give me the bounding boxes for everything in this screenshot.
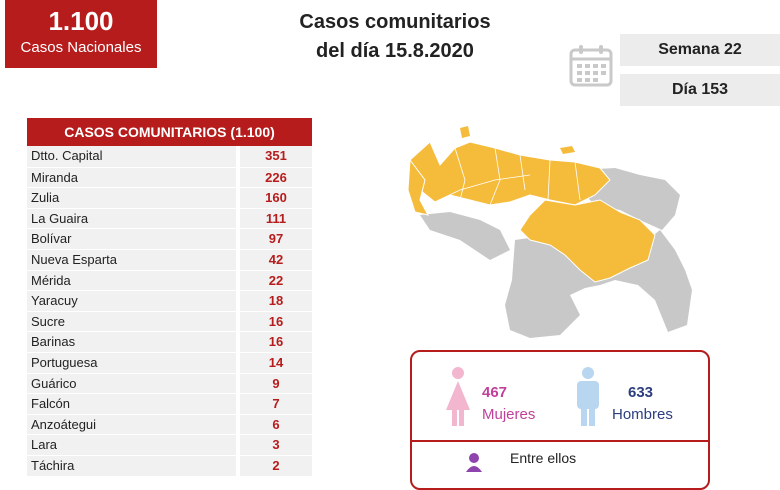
title-line1: Casos comunitarios — [299, 11, 491, 33]
state-value: 7 — [240, 393, 312, 414]
state-value: 97 — [240, 228, 312, 249]
venezuela-map — [407, 126, 692, 338]
table-row: Táchira 2 — [27, 454, 312, 476]
map-region-apex — [460, 126, 470, 138]
state-value: 16 — [240, 331, 312, 352]
state-name: Zulia — [27, 187, 236, 208]
state-value: 16 — [240, 310, 312, 332]
state-value: 42 — [240, 248, 312, 270]
table-row: Anzoátegui 6 — [27, 413, 312, 435]
national-cases-badge: 1.100 Casos Nacionales — [5, 0, 157, 68]
table-row: Bolívar 97 — [27, 228, 312, 249]
state-value: 226 — [240, 166, 312, 188]
state-name: Dtto. Capital — [27, 146, 236, 167]
cases-table: CASOS COMUNITARIOS (1.100) Dtto. Capital… — [27, 118, 312, 476]
day-pill: Día 153 — [620, 74, 780, 106]
cases-table-header: CASOS COMUNITARIOS (1.100) — [27, 118, 312, 146]
state-name: Yaracuy — [27, 290, 236, 311]
table-row: Nueva Esparta 42 — [27, 248, 312, 270]
state-value: 14 — [240, 351, 312, 373]
state-value: 3 — [240, 434, 312, 455]
state-name: La Guaira — [27, 207, 236, 229]
table-row: Portuguesa 14 — [27, 351, 312, 373]
state-value: 6 — [240, 413, 312, 435]
state-name: Portuguesa — [27, 351, 236, 373]
state-value: 2 — [240, 454, 312, 476]
map-region-zulia — [407, 158, 429, 216]
map-region-bolivar — [519, 199, 656, 283]
table-row: Guárico 9 — [27, 372, 312, 394]
state-value: 22 — [240, 269, 312, 291]
map-region-island — [560, 146, 575, 154]
state-name: Miranda — [27, 166, 236, 188]
entre-ellos-label: Entre ellos — [510, 450, 577, 466]
state-name: Táchira — [27, 454, 236, 476]
women-label: Mujeres — [482, 406, 536, 423]
state-value: 111 — [240, 207, 312, 229]
calendar-icon — [569, 45, 613, 87]
page-title: Casos comunitarios del día 15.8.2020 — [255, 8, 535, 66]
table-row: Dtto. Capital 351 — [27, 146, 312, 167]
national-cases-count: 1.100 — [48, 6, 114, 36]
national-cases-label: Casos Nacionales — [20, 39, 142, 56]
state-name: Sucre — [27, 310, 236, 332]
state-name: Bolívar — [27, 228, 236, 249]
state-value: 18 — [240, 290, 312, 311]
table-row: Miranda 226 — [27, 166, 312, 188]
title-line2: del día 15.8.2020 — [316, 40, 474, 62]
state-value: 351 — [240, 146, 312, 167]
women-count: 467 — [482, 384, 508, 401]
gender-divider — [412, 440, 708, 442]
map-region-west — [420, 212, 510, 260]
table-row: Barinas 16 — [27, 331, 312, 352]
map-region-north — [409, 141, 611, 206]
person-icon — [466, 453, 482, 472]
state-name: Guárico — [27, 372, 236, 394]
men-count: 633 — [628, 384, 654, 401]
state-name: Falcón — [27, 393, 236, 414]
gender-panel: 467 Mujeres 633 Hombres Entre ellos — [410, 350, 710, 490]
table-row: Sucre 16 — [27, 310, 312, 332]
state-name: Nueva Esparta — [27, 248, 236, 270]
table-row: Yaracuy 18 — [27, 290, 312, 311]
week-pill: Semana 22 — [620, 34, 780, 66]
woman-icon — [446, 367, 470, 426]
state-name: Barinas — [27, 331, 236, 352]
state-value: 9 — [240, 372, 312, 394]
table-row: Mérida 22 — [27, 269, 312, 291]
cases-table-body: Dtto. Capital 351 Miranda 226 Zulia 160 La Gua… — [27, 146, 312, 476]
man-icon — [577, 367, 599, 426]
table-row: Zulia 160 — [27, 187, 312, 208]
table-row: Lara 3 — [27, 434, 312, 455]
table-row: Falcón 7 — [27, 393, 312, 414]
state-name: Mérida — [27, 269, 236, 291]
state-value: 160 — [240, 187, 312, 208]
table-row: La Guaira 111 — [27, 207, 312, 229]
men-label: Hombres — [612, 406, 673, 423]
state-name: Anzoátegui — [27, 413, 236, 435]
state-name: Lara — [27, 434, 236, 455]
